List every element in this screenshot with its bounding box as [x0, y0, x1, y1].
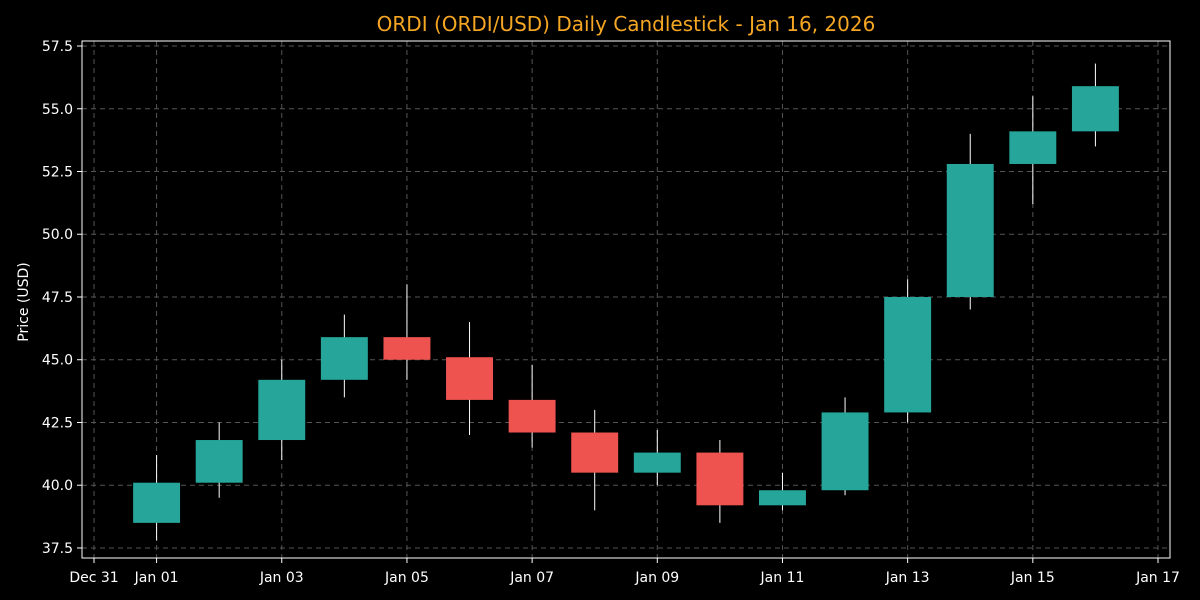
x-tick-label: Jan 03 — [259, 570, 304, 586]
candle-body-up — [633, 452, 681, 473]
chart-title: ORDI (ORDI/USD) Daily Candlestick - Jan … — [377, 12, 876, 36]
candle-body-down — [383, 337, 431, 360]
y-tick-label: 57.5 — [42, 39, 73, 55]
candle-body-down — [446, 357, 493, 400]
candle-body-down — [508, 399, 556, 433]
candle-body-up — [759, 490, 806, 506]
candle-body-up — [133, 482, 181, 523]
candle-body-up — [1009, 131, 1057, 164]
candle-body-down — [696, 452, 744, 506]
plot-frame — [81, 40, 1171, 559]
x-tick-label: Jan 11 — [760, 570, 805, 586]
y-axis-label: Price (USD) — [16, 262, 32, 341]
candle-body-up — [320, 337, 368, 380]
candle-body-up — [884, 296, 932, 413]
x-tick-label: Jan 07 — [509, 570, 554, 586]
x-tick-label: Dec 31 — [69, 570, 118, 586]
y-tick-label: 42.5 — [42, 415, 73, 431]
candle-body-up — [195, 440, 243, 483]
y-tick-label: 40.0 — [42, 478, 73, 494]
x-tick-label: Jan 15 — [1010, 570, 1055, 586]
x-tick-label: Jan 05 — [384, 570, 429, 586]
x-tick-label: Jan 13 — [885, 570, 930, 586]
candle-body-up — [1071, 86, 1119, 132]
y-tick-label: 50.0 — [42, 227, 73, 243]
candle-body-up — [946, 163, 994, 297]
y-tick-label: 55.0 — [42, 102, 73, 118]
x-tick-label: Jan 17 — [1135, 570, 1180, 586]
candle-body-down — [571, 432, 619, 473]
grid — [82, 41, 1170, 558]
x-tick-label: Jan 01 — [134, 570, 179, 586]
candles — [133, 63, 1119, 541]
y-tick-label: 47.5 — [42, 290, 73, 306]
candle-body-up — [258, 379, 306, 441]
candle-body-up — [821, 412, 869, 491]
x-tick-label: Jan 09 — [634, 570, 679, 586]
y-tick-label: 37.5 — [42, 541, 73, 557]
y-tick-label: 45.0 — [42, 353, 73, 369]
axes: 37.5 40.0 42.5 45.0 47.5 50.0 52.5 55.0 57.5 Dec … — [42, 39, 1180, 586]
y-tick-label: 52.5 — [42, 165, 73, 181]
